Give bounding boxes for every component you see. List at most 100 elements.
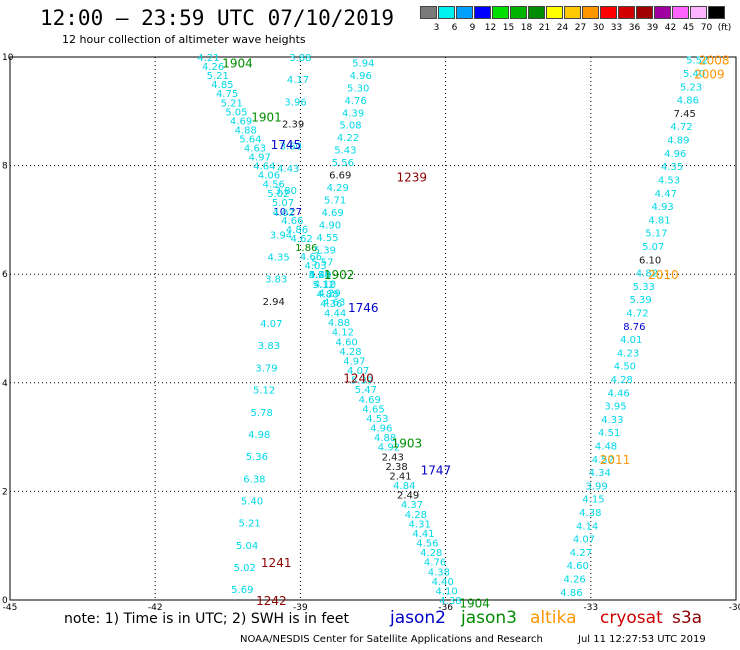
wave-height-value: 4.88 (316, 289, 338, 300)
wave-height-value: 2.94 (263, 297, 285, 308)
wave-height-value: 5.56 (332, 158, 354, 169)
latitude-tick-label: 10 (2, 53, 14, 63)
satellite-legend-altika: altika (530, 608, 577, 628)
wave-height-value: 4.86 (677, 96, 699, 107)
colorbar-swatch (546, 6, 563, 19)
satellite-legend-cryosat: cryosat (600, 608, 663, 628)
wave-height-value: 4.92 (378, 443, 400, 454)
colorbar-label: 3 (433, 23, 440, 33)
pass-time-label: 1240 (343, 371, 374, 385)
wave-height-value: 4.31 (409, 519, 431, 530)
wave-height-value: 5.71 (324, 195, 346, 206)
wave-height-value: 4.76 (424, 558, 446, 569)
wave-height-value: 4.49 (309, 270, 331, 281)
colorbar-label: 45 (682, 23, 695, 33)
pass-time-label: 1747 (421, 464, 452, 478)
wave-height-value: 4.90 (319, 220, 341, 231)
latitude-tick-label: 2 (2, 487, 8, 497)
wave-height-value: 5.04 (236, 541, 258, 552)
pass-time-label: 1902 (324, 268, 355, 282)
colorbar-swatch (672, 6, 689, 19)
satellite-legend-jason3: jason3 (461, 608, 517, 628)
wave-height-value: 3.88 (289, 53, 311, 64)
wave-height-value: 4.63 (244, 144, 266, 155)
wave-height-value: 4.72 (670, 122, 692, 133)
wave-height-value: 4.37 (401, 500, 423, 511)
wave-height-value: 3.99 (585, 481, 607, 492)
wave-height-value: 5.21 (221, 98, 243, 109)
colorbar-swatch (564, 6, 581, 19)
wave-height-value: 5.94 (352, 58, 374, 69)
colorbar-swatch (690, 6, 707, 19)
colorbar-swatch (528, 6, 545, 19)
wave-height-value: 4.36 (320, 299, 342, 310)
colorbar-swatch (636, 6, 653, 19)
wave-height-value: 4.28 (611, 375, 633, 386)
wave-height-value: 4.50 (614, 362, 636, 373)
pass-time-label: 2011 (600, 453, 631, 467)
colorbar-swatch (600, 6, 617, 19)
wave-height-value: 4.62 (291, 234, 313, 245)
pass-time-label: 1241 (261, 556, 292, 570)
wave-height-value: 1.86 (295, 243, 317, 254)
latitude-tick-label: 8 (2, 162, 8, 172)
wave-height-value: 4.53 (366, 414, 388, 425)
wave-height-value: 4.84 (393, 481, 415, 492)
wave-height-value: 4.82 (636, 269, 658, 280)
colorbar-swatch (582, 6, 599, 19)
wave-height-value: 4.88 (328, 318, 350, 329)
colorbar-label: 42 (664, 23, 677, 33)
pass-time-label: 1904 (459, 597, 490, 611)
colorbar-label: 6 (451, 23, 458, 33)
wave-height-value: 4.88 (374, 433, 396, 444)
wave-height-value: 5.02 (234, 563, 256, 574)
pass-time-label: 2008 (699, 54, 730, 68)
wave-height-value: 3.79 (255, 363, 277, 374)
wave-height-value: 5.78 (251, 408, 273, 419)
wave-height-value: 3.60 (280, 142, 302, 153)
wave-height-value: 4.34 (589, 468, 611, 479)
wave-height-value: 4.02 (272, 208, 294, 219)
colorbar-swatch (654, 6, 671, 19)
colorbar-swatch (708, 6, 725, 19)
pass-time-label: 1901 (251, 111, 282, 125)
wave-height-value: 5.12 (253, 386, 275, 397)
wave-height-value: 3.95 (604, 402, 626, 413)
wave-height-value: 4.38 (428, 567, 450, 578)
credit-line: NOAA/NESDIS Center for Satellite Applica… (240, 634, 543, 645)
chart-title: 12:00 — 23:59 UTC 07/10/2019 (40, 6, 395, 30)
colorbar-swatch (438, 6, 455, 19)
wave-height-value: 4.63 (323, 297, 345, 308)
wave-height-value: 5.36 (246, 452, 268, 463)
wave-height-value: 4.35 (661, 162, 683, 173)
wave-height-value: 5.40 (683, 69, 705, 80)
wave-height-value: 4.66 (300, 252, 322, 263)
wave-height-value: 4.12 (332, 328, 354, 339)
colorbar-label: 36 (628, 23, 641, 33)
wave-height-value: 3.80 (275, 186, 297, 197)
longitude-tick-label: -33 (583, 603, 598, 613)
colorbar-label: 30 (592, 23, 605, 33)
wave-height-value: 5.12 (312, 280, 334, 291)
colorbar-swatch (420, 6, 437, 19)
longitude-tick-label: -30 (729, 603, 740, 613)
colorbar-label: (ft) (717, 23, 732, 33)
wave-height-value: 4.29 (327, 183, 349, 194)
wave-height-value: 3.83 (265, 275, 287, 286)
colorbar-swatch (492, 6, 509, 19)
wave-height-value: 5.33 (633, 282, 655, 293)
wave-height-value: 4.43 (277, 164, 299, 175)
pass-time-label: 1242 (256, 594, 287, 608)
wave-height-value: 6.38 (243, 474, 265, 485)
wave-height-value: 6.10 (639, 255, 661, 266)
latitude-tick-label: 4 (2, 379, 8, 389)
colorbar-label: 70 (700, 23, 713, 33)
wave-height-value: 5.52 (686, 56, 708, 67)
wave-height-value: 4.26 (202, 62, 224, 73)
wave-height-value: 5.28 (309, 270, 331, 281)
wave-height-value: 4.07 (347, 366, 369, 377)
wave-height-value: 5.39 (630, 295, 652, 306)
wave-height-value: 4.55 (316, 233, 338, 244)
wave-height-value: 4.56 (416, 539, 438, 550)
wave-height-value: 5.43 (334, 146, 356, 157)
